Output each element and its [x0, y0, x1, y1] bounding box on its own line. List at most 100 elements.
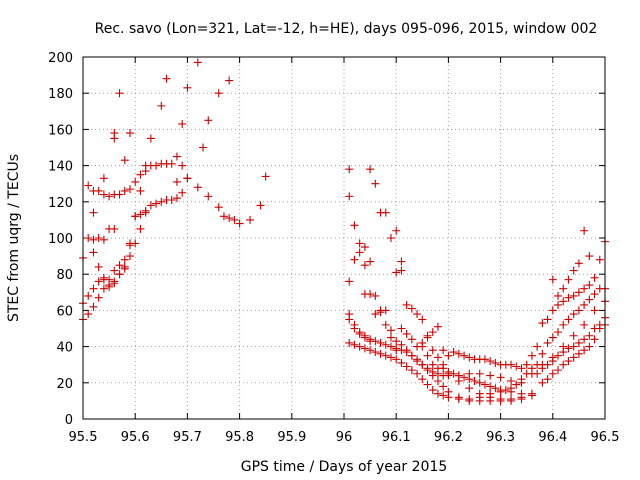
data-point	[439, 391, 448, 400]
data-point	[397, 266, 406, 275]
data-point	[355, 239, 364, 248]
data-point	[507, 384, 516, 393]
data-point	[595, 324, 604, 333]
data-point	[465, 384, 474, 393]
data-point	[366, 337, 375, 346]
plot-frame	[82, 56, 606, 420]
y-tick-label: 180	[48, 87, 73, 102]
data-point	[590, 290, 599, 299]
x-tick-label: 95.6	[121, 430, 150, 445]
data-point	[507, 360, 516, 369]
data-point	[480, 380, 489, 389]
data-point	[397, 257, 406, 266]
data-point	[475, 393, 484, 402]
data-point	[136, 224, 145, 233]
data-point	[554, 291, 563, 300]
data-point	[94, 277, 103, 286]
data-point	[501, 386, 510, 395]
data-point	[261, 172, 270, 181]
data-point	[413, 310, 422, 319]
data-point	[428, 328, 437, 337]
data-point	[350, 255, 359, 264]
data-point	[376, 306, 385, 315]
data-point	[345, 277, 354, 286]
data-point	[460, 373, 469, 382]
data-point	[433, 353, 442, 362]
data-point	[125, 252, 134, 261]
data-point	[428, 386, 437, 395]
data-point	[214, 89, 223, 98]
data-point	[366, 165, 375, 174]
data-point	[418, 360, 427, 369]
data-point	[465, 395, 474, 404]
data-point	[569, 291, 578, 300]
y-tick-label: 80	[56, 268, 73, 283]
data-point	[141, 167, 150, 176]
data-point	[178, 188, 187, 197]
data-point	[199, 143, 208, 152]
data-point	[590, 273, 599, 282]
data-point	[522, 360, 531, 369]
data-point	[350, 340, 359, 349]
data-point	[204, 116, 213, 125]
data-point	[94, 186, 103, 195]
data-point	[407, 304, 416, 313]
data-point	[115, 89, 124, 98]
data-point	[533, 360, 542, 369]
data-point	[345, 315, 354, 324]
data-point	[366, 346, 375, 355]
data-point	[402, 300, 411, 309]
data-point	[439, 346, 448, 355]
data-point	[120, 156, 129, 165]
data-point	[225, 76, 234, 85]
data-point	[345, 192, 354, 201]
data-point	[559, 348, 568, 357]
data-point	[574, 349, 583, 358]
data-point	[366, 290, 375, 299]
data-point	[110, 134, 119, 143]
data-point	[246, 215, 255, 224]
data-point	[423, 366, 432, 375]
data-point	[428, 360, 437, 369]
data-point	[131, 212, 140, 221]
x-tick-label: 96.1	[382, 430, 411, 445]
data-point	[554, 300, 563, 309]
data-point	[538, 349, 547, 358]
data-point	[360, 333, 369, 342]
data-point	[105, 192, 114, 201]
data-point	[418, 342, 427, 351]
data-point	[428, 346, 437, 355]
data-point	[475, 378, 484, 387]
data-point	[465, 375, 474, 384]
data-point	[386, 326, 395, 335]
data-point	[152, 161, 161, 170]
data-point	[392, 268, 401, 277]
data-point	[355, 329, 364, 338]
data-point	[585, 331, 594, 340]
data-point	[585, 295, 594, 304]
data-point	[94, 234, 103, 242]
data-point	[564, 315, 573, 324]
data-point	[360, 344, 369, 353]
data-point	[125, 129, 134, 138]
data-point	[517, 389, 526, 398]
data-point	[376, 349, 385, 358]
y-tick-label: 100	[48, 232, 73, 247]
x-tick-label: 95.9	[277, 430, 306, 445]
x-tick-label: 95.7	[173, 430, 202, 445]
data-point	[554, 366, 563, 375]
data-point	[120, 255, 129, 264]
data-point	[89, 235, 98, 244]
y-tick-label: 160	[48, 123, 73, 138]
data-point	[418, 375, 427, 384]
data-point	[439, 360, 448, 369]
data-point	[99, 284, 108, 293]
data-point	[585, 281, 594, 290]
x-tick-label: 96.4	[538, 430, 567, 445]
data-point	[392, 346, 401, 355]
data-point	[402, 362, 411, 371]
data-point	[559, 297, 568, 306]
data-point	[84, 291, 93, 300]
data-point	[381, 320, 390, 329]
